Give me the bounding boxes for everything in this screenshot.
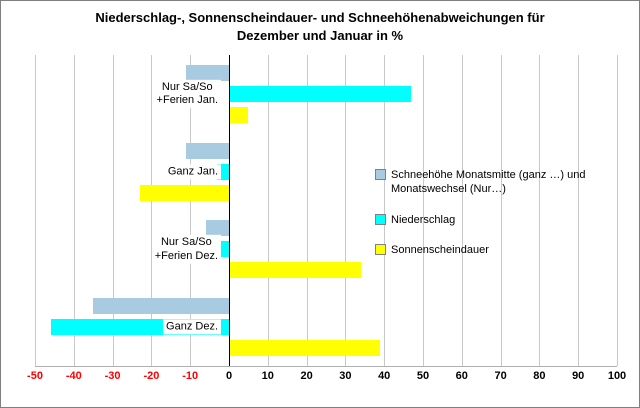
bar — [229, 262, 361, 279]
chart-title-text: Niederschlag-, Sonnenscheindauer- und Sc… — [95, 10, 545, 43]
x-tick-label: -40 — [65, 370, 82, 382]
bar — [229, 106, 249, 123]
bar — [205, 220, 229, 237]
x-tick-label: -10 — [182, 370, 199, 382]
x-tick-label: 60 — [455, 370, 468, 382]
gridline — [35, 55, 36, 366]
gridline — [578, 55, 580, 366]
x-tick-label: -20 — [143, 370, 160, 382]
legend-item: Niederschlag — [375, 213, 615, 227]
category-label: Nur Sa/So +Ferien Dez. — [151, 235, 221, 264]
legend-label: Schneehöhe Monatsmitte (ganz …) und Mona… — [391, 169, 586, 196]
gridline — [73, 55, 75, 366]
category-label: Ganz Dez. — [163, 319, 221, 335]
bar — [93, 298, 229, 315]
bar — [229, 340, 381, 357]
x-tick-label: 70 — [494, 370, 507, 382]
chart-title: Niederschlag-, Sonnenscheindauer- und Sc… — [1, 9, 639, 44]
gridline — [461, 55, 463, 366]
x-tick-label: 30 — [339, 370, 352, 382]
legend-item: Sonnenscheindauer — [375, 243, 615, 257]
bar — [186, 142, 229, 159]
zero-axis-line — [229, 55, 230, 366]
gridline — [617, 55, 618, 366]
x-tick-label: 80 — [533, 370, 546, 382]
bar — [139, 184, 229, 201]
x-tick-label: 50 — [416, 370, 430, 382]
gridline — [345, 55, 347, 366]
category-label: Nur Sa/So +Ferien Jan. — [153, 79, 221, 109]
gridline — [539, 55, 541, 366]
legend-item: Schneehöhe Monatsmitte (ganz …) und Mona… — [375, 168, 615, 197]
gridline — [500, 55, 502, 366]
gridline — [190, 55, 192, 366]
gridline — [423, 55, 424, 366]
x-tick-label: 0 — [225, 370, 233, 382]
legend-swatch — [375, 213, 386, 225]
legend-swatch — [375, 169, 386, 180]
gridline — [384, 55, 386, 366]
x-tick-label: 40 — [378, 370, 391, 382]
bar — [229, 85, 412, 102]
gridline — [112, 55, 114, 366]
gridline — [267, 55, 269, 366]
x-tick-label: -30 — [104, 370, 121, 382]
gridline — [306, 55, 308, 366]
x-tick-label: -50 — [27, 370, 43, 382]
x-tick-label: 10 — [261, 370, 274, 382]
bar — [186, 64, 229, 81]
x-tick-label: 100 — [607, 370, 627, 382]
legend-label: Niederschlag — [391, 213, 456, 226]
legend-label: Sonnenscheindauer — [391, 243, 489, 256]
x-axis: -50 -40 -30 -20 -10 0 10 20 30 40 50 60 70 80 90 100 — [27, 370, 626, 386]
category-label: Ganz Jan. — [164, 164, 221, 180]
legend: Schneehöhe Monatsmitte (ganz …) und Mona… — [375, 168, 615, 273]
gridline — [151, 55, 153, 366]
plot-area: Nur Sa/So +Ferien Jan. Ganz Jan. Nur Sa/So… — [35, 55, 618, 367]
bar — [217, 163, 229, 180]
legend-swatch — [375, 243, 386, 255]
x-tick-label: 20 — [300, 370, 313, 382]
x-tick-label: 90 — [572, 370, 585, 382]
